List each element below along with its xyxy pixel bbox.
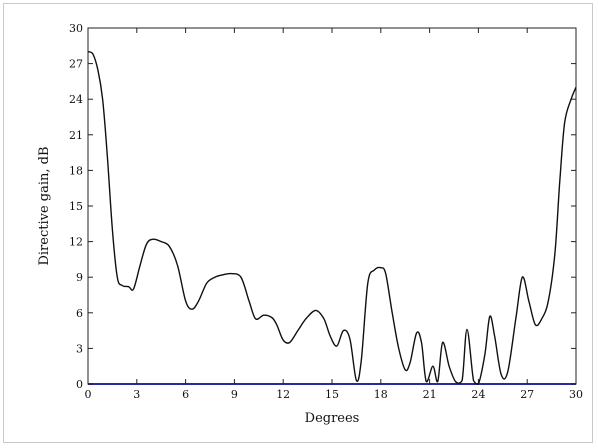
x-tick-label: 24 <box>471 388 485 401</box>
y-tick-label: 9 <box>76 271 83 284</box>
x-tick-label: 0 <box>85 388 92 401</box>
plot-area-frame <box>88 28 576 384</box>
x-tick-label: 30 <box>569 388 583 401</box>
x-tick-label: 12 <box>276 388 290 401</box>
x-tick-label: 21 <box>423 388 437 401</box>
y-tick-label: 15 <box>69 200 83 213</box>
x-tick-label: 15 <box>325 388 339 401</box>
y-tick-label: 18 <box>69 164 83 177</box>
y-tick-label: 30 <box>69 22 83 35</box>
y-tick-label: 0 <box>76 378 83 391</box>
x-tick-label: 18 <box>374 388 388 401</box>
x-tick-label: 3 <box>133 388 140 401</box>
y-tick-label: 3 <box>76 342 83 355</box>
x-axis-title: Degrees <box>305 411 360 426</box>
y-tick-label: 12 <box>69 236 83 249</box>
gain-series-line <box>88 52 576 384</box>
y-tick-label: 24 <box>69 93 83 106</box>
y-tick-label: 6 <box>76 307 83 320</box>
y-tick-label: 21 <box>69 129 83 142</box>
x-tick-label: 6 <box>182 388 189 401</box>
y-tick-label: 27 <box>69 58 83 71</box>
x-tick-label: 9 <box>231 388 238 401</box>
x-tick-label: 27 <box>520 388 534 401</box>
y-axis-title: Directive gain, dB <box>37 146 52 265</box>
